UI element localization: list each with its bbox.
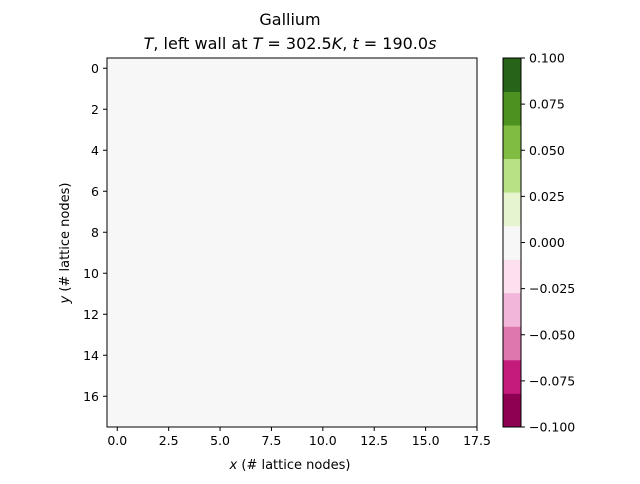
label-part: = 190.0 (359, 34, 428, 53)
colorbar-band (503, 58, 521, 92)
x-tick-label: 17.5 (463, 433, 491, 448)
colorbar-band (503, 158, 521, 193)
colorbar-tick-label: −0.050 (529, 327, 575, 342)
colorbar-tick-label: 0.050 (529, 143, 565, 158)
y-axis-label: y (# lattice nodes) (58, 183, 73, 305)
x-tick-label: 0.0 (107, 433, 127, 448)
label-part: , (342, 34, 352, 53)
colorbar-band (503, 225, 521, 260)
colorbar-tick-label: 0.025 (529, 189, 565, 204)
colorbar-band (503, 326, 521, 361)
x-tick-label: 10.0 (309, 433, 337, 448)
y-tick-label: 4 (91, 143, 99, 158)
y-tick-label: 10 (83, 266, 99, 281)
colorbar-tick-label: 0.000 (529, 235, 565, 250)
x-tick-label: 7.5 (261, 433, 281, 448)
colorbar-tick-label: −0.025 (529, 281, 575, 296)
heatmap-field (107, 58, 477, 427)
label-part: T (144, 34, 155, 53)
y-tick-label: 16 (83, 389, 99, 404)
y-axis: 0 2 4 6 8 10 12 14 16 (83, 61, 107, 404)
colorbar-band (503, 91, 521, 126)
colorbar-tick-label: −0.075 (529, 373, 575, 388)
label-part: , left wall at (153, 34, 252, 53)
label-part: t (352, 34, 359, 53)
colorbar-band (503, 292, 521, 327)
colorbar-band (503, 259, 521, 294)
y-tick-label: 8 (91, 225, 99, 240)
x-axis-label: x (# lattice nodes) (229, 458, 351, 473)
label-part: y (58, 295, 73, 304)
colorbar-band (503, 192, 521, 227)
colorbar-tick-label: 0.100 (529, 51, 565, 66)
label-part: (# lattice nodes) (58, 183, 73, 296)
x-tick-label: 15.0 (412, 433, 440, 448)
label-part: (# lattice nodes) (237, 458, 350, 473)
colorbar-tick-label: −0.100 (529, 420, 575, 435)
x-tick-label: 12.5 (360, 433, 388, 448)
colorbar-band (503, 393, 521, 428)
plot-frame (106, 57, 478, 428)
y-tick-label: 14 (83, 348, 99, 363)
chart-subtitle: T, left wall at T = 302.5K, t = 190.0s (144, 34, 437, 53)
x-tick-label: 2.5 (159, 433, 179, 448)
y-tick-label: 2 (91, 102, 99, 117)
label-part: K (332, 34, 344, 53)
x-axis: 0.0 2.5 5.0 7.5 10.0 12.5 15.0 17.5 (107, 427, 491, 448)
label-part: x (229, 458, 238, 473)
colorbar: −0.100 −0.075 −0.050 −0.025 0.000 0.025 0.050 0… (502, 51, 575, 435)
y-tick-label: 0 (91, 61, 99, 76)
colorbar-band (503, 125, 521, 160)
label-part: s (428, 34, 436, 53)
plot-area (106, 57, 478, 428)
colorbar-band (503, 359, 521, 394)
y-tick-label: 12 (83, 307, 99, 322)
colorbar-tick-label: 0.075 (529, 97, 565, 112)
chart-title: Gallium (259, 10, 320, 29)
x-tick-label: 5.0 (210, 433, 230, 448)
y-tick-label: 6 (91, 184, 99, 199)
label-part: = 302.5 (262, 34, 331, 53)
label-part: T (253, 34, 264, 53)
